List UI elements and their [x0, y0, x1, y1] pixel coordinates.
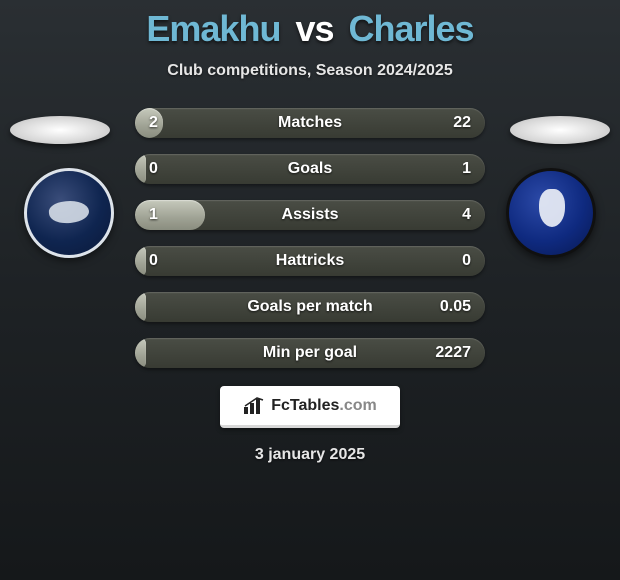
- stat-label: Goals: [288, 160, 332, 178]
- player2-name: Charles: [349, 8, 474, 49]
- stat-bars: 2 Matches 22 0 Goals 1 1 Assists 4 0 Hat…: [135, 108, 485, 384]
- date-text: 3 january 2025: [255, 446, 365, 464]
- stat-value-left: 1: [149, 206, 158, 224]
- stat-value-left: 0: [149, 160, 158, 178]
- stat-label: Assists: [282, 206, 339, 224]
- stat-fill: [135, 154, 146, 184]
- stat-value-right: 1: [462, 160, 471, 178]
- subtitle: Club competitions, Season 2024/2025: [0, 62, 620, 80]
- stat-bar: Goals per match 0.05: [135, 292, 485, 322]
- player2-photo-placeholder: [510, 116, 610, 144]
- vs-text: vs: [295, 8, 333, 49]
- stat-fill: [135, 246, 146, 276]
- stat-value-right: 0: [462, 252, 471, 270]
- stat-label: Min per goal: [263, 344, 357, 362]
- brand-text: FcTables.com: [271, 397, 377, 415]
- stat-value-right: 4: [462, 206, 471, 224]
- stat-bar: Min per goal 2227: [135, 338, 485, 368]
- stat-bar: 1 Assists 4: [135, 200, 485, 230]
- stat-value-right: 2227: [435, 344, 471, 362]
- player1-name: Emakhu: [146, 8, 280, 49]
- stat-bar: 0 Goals 1: [135, 154, 485, 184]
- club-badge-right: [506, 168, 596, 258]
- stat-label: Hattricks: [276, 252, 344, 270]
- stat-value-left: 2: [149, 114, 158, 132]
- stat-fill: [135, 200, 205, 230]
- stat-bar: 0 Hattricks 0: [135, 246, 485, 276]
- stat-value-right: 22: [453, 114, 471, 132]
- player1-photo-placeholder: [10, 116, 110, 144]
- stat-label: Matches: [278, 114, 342, 132]
- stat-bar: 2 Matches 22: [135, 108, 485, 138]
- stat-fill: [135, 338, 146, 368]
- club-badge-left: [24, 168, 114, 258]
- stat-label: Goals per match: [247, 298, 372, 316]
- fctables-badge[interactable]: FcTables.com: [220, 386, 400, 428]
- brand-name: FcTables: [271, 397, 339, 414]
- chart-icon: [243, 397, 265, 415]
- stat-value-right: 0.05: [440, 298, 471, 316]
- stat-value-left: 0: [149, 252, 158, 270]
- comparison-title: Emakhu vs Charles: [0, 0, 620, 50]
- stat-fill: [135, 292, 146, 322]
- brand-suffix: .com: [339, 397, 376, 414]
